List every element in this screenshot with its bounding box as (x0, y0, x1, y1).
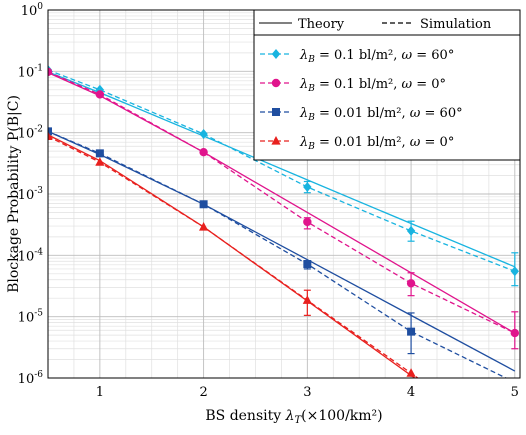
x-tick-label: 4 (407, 385, 415, 400)
data-point (48, 67, 53, 77)
data-point (406, 279, 416, 288)
series-4 (48, 131, 419, 378)
data-point (95, 90, 105, 99)
tick-labels: 1 2 3 4 5 100 10-1 10-2 10-3 10-4 10-5 10-6 (18, 2, 519, 400)
simulation-line (48, 130, 508, 378)
data-point (199, 148, 208, 157)
data-point (510, 266, 520, 277)
data-point (510, 328, 520, 338)
legend-theory-label: Theory (298, 17, 345, 32)
y-tick-label: 10-6 (18, 370, 44, 387)
x-tick-label: 3 (303, 385, 311, 400)
legend-swatch-marker (271, 49, 281, 59)
series-2 (48, 67, 520, 350)
data-point (406, 368, 416, 377)
simulation-line (48, 135, 419, 378)
legend-simulation-label: Simulation (420, 17, 492, 32)
y-tick-label: 100 (21, 2, 44, 19)
data-point (303, 217, 312, 227)
theory-line (48, 72, 516, 334)
legend: Theory Simulation λB = 0.1 bl/m², ω = 60° λ… (253, 9, 521, 161)
y-tick-label: 10-2 (18, 125, 43, 142)
x-tick-label: 1 (96, 385, 104, 400)
legend-entry-label: λB = 0.01 bl/m², ω = 60° (299, 106, 463, 123)
data-point (95, 157, 105, 166)
y-tick-label: 10-4 (18, 247, 44, 264)
y-axis-label: Blockage Probability P(B|C) (6, 95, 22, 293)
y-tick-label: 10-5 (18, 309, 44, 326)
series-3 (48, 127, 516, 378)
data-point (302, 295, 312, 304)
data-point (199, 200, 208, 209)
data-point (199, 129, 208, 140)
data-point (95, 149, 104, 158)
x-tick-label: 2 (199, 385, 207, 400)
data-point (303, 260, 312, 269)
legend-swatch-marker (272, 108, 280, 116)
legend-swatch-marker (271, 136, 281, 145)
data-point (48, 127, 52, 136)
data-point (199, 221, 209, 231)
simulation-line (48, 69, 516, 272)
legend-swatch-marker (271, 78, 281, 88)
x-axis-label: BS density λT(×100/km²) (205, 408, 382, 426)
legend-entry-label: λB = 0.01 bl/m², ω = 0° (299, 135, 454, 152)
data-point (303, 182, 312, 193)
y-tick-label: 10-3 (18, 186, 44, 203)
data-point (406, 225, 416, 236)
legend-entry-label: λB = 0.1 bl/m², ω = 60° (299, 48, 454, 65)
x-tick-label: 5 (511, 385, 519, 400)
data-point (48, 131, 53, 140)
theory-line (48, 130, 516, 372)
y-tick-label: 10-1 (18, 63, 43, 80)
data-point (407, 327, 416, 336)
legend-entry-label: λB = 0.1 bl/m², ω = 0° (299, 77, 446, 94)
